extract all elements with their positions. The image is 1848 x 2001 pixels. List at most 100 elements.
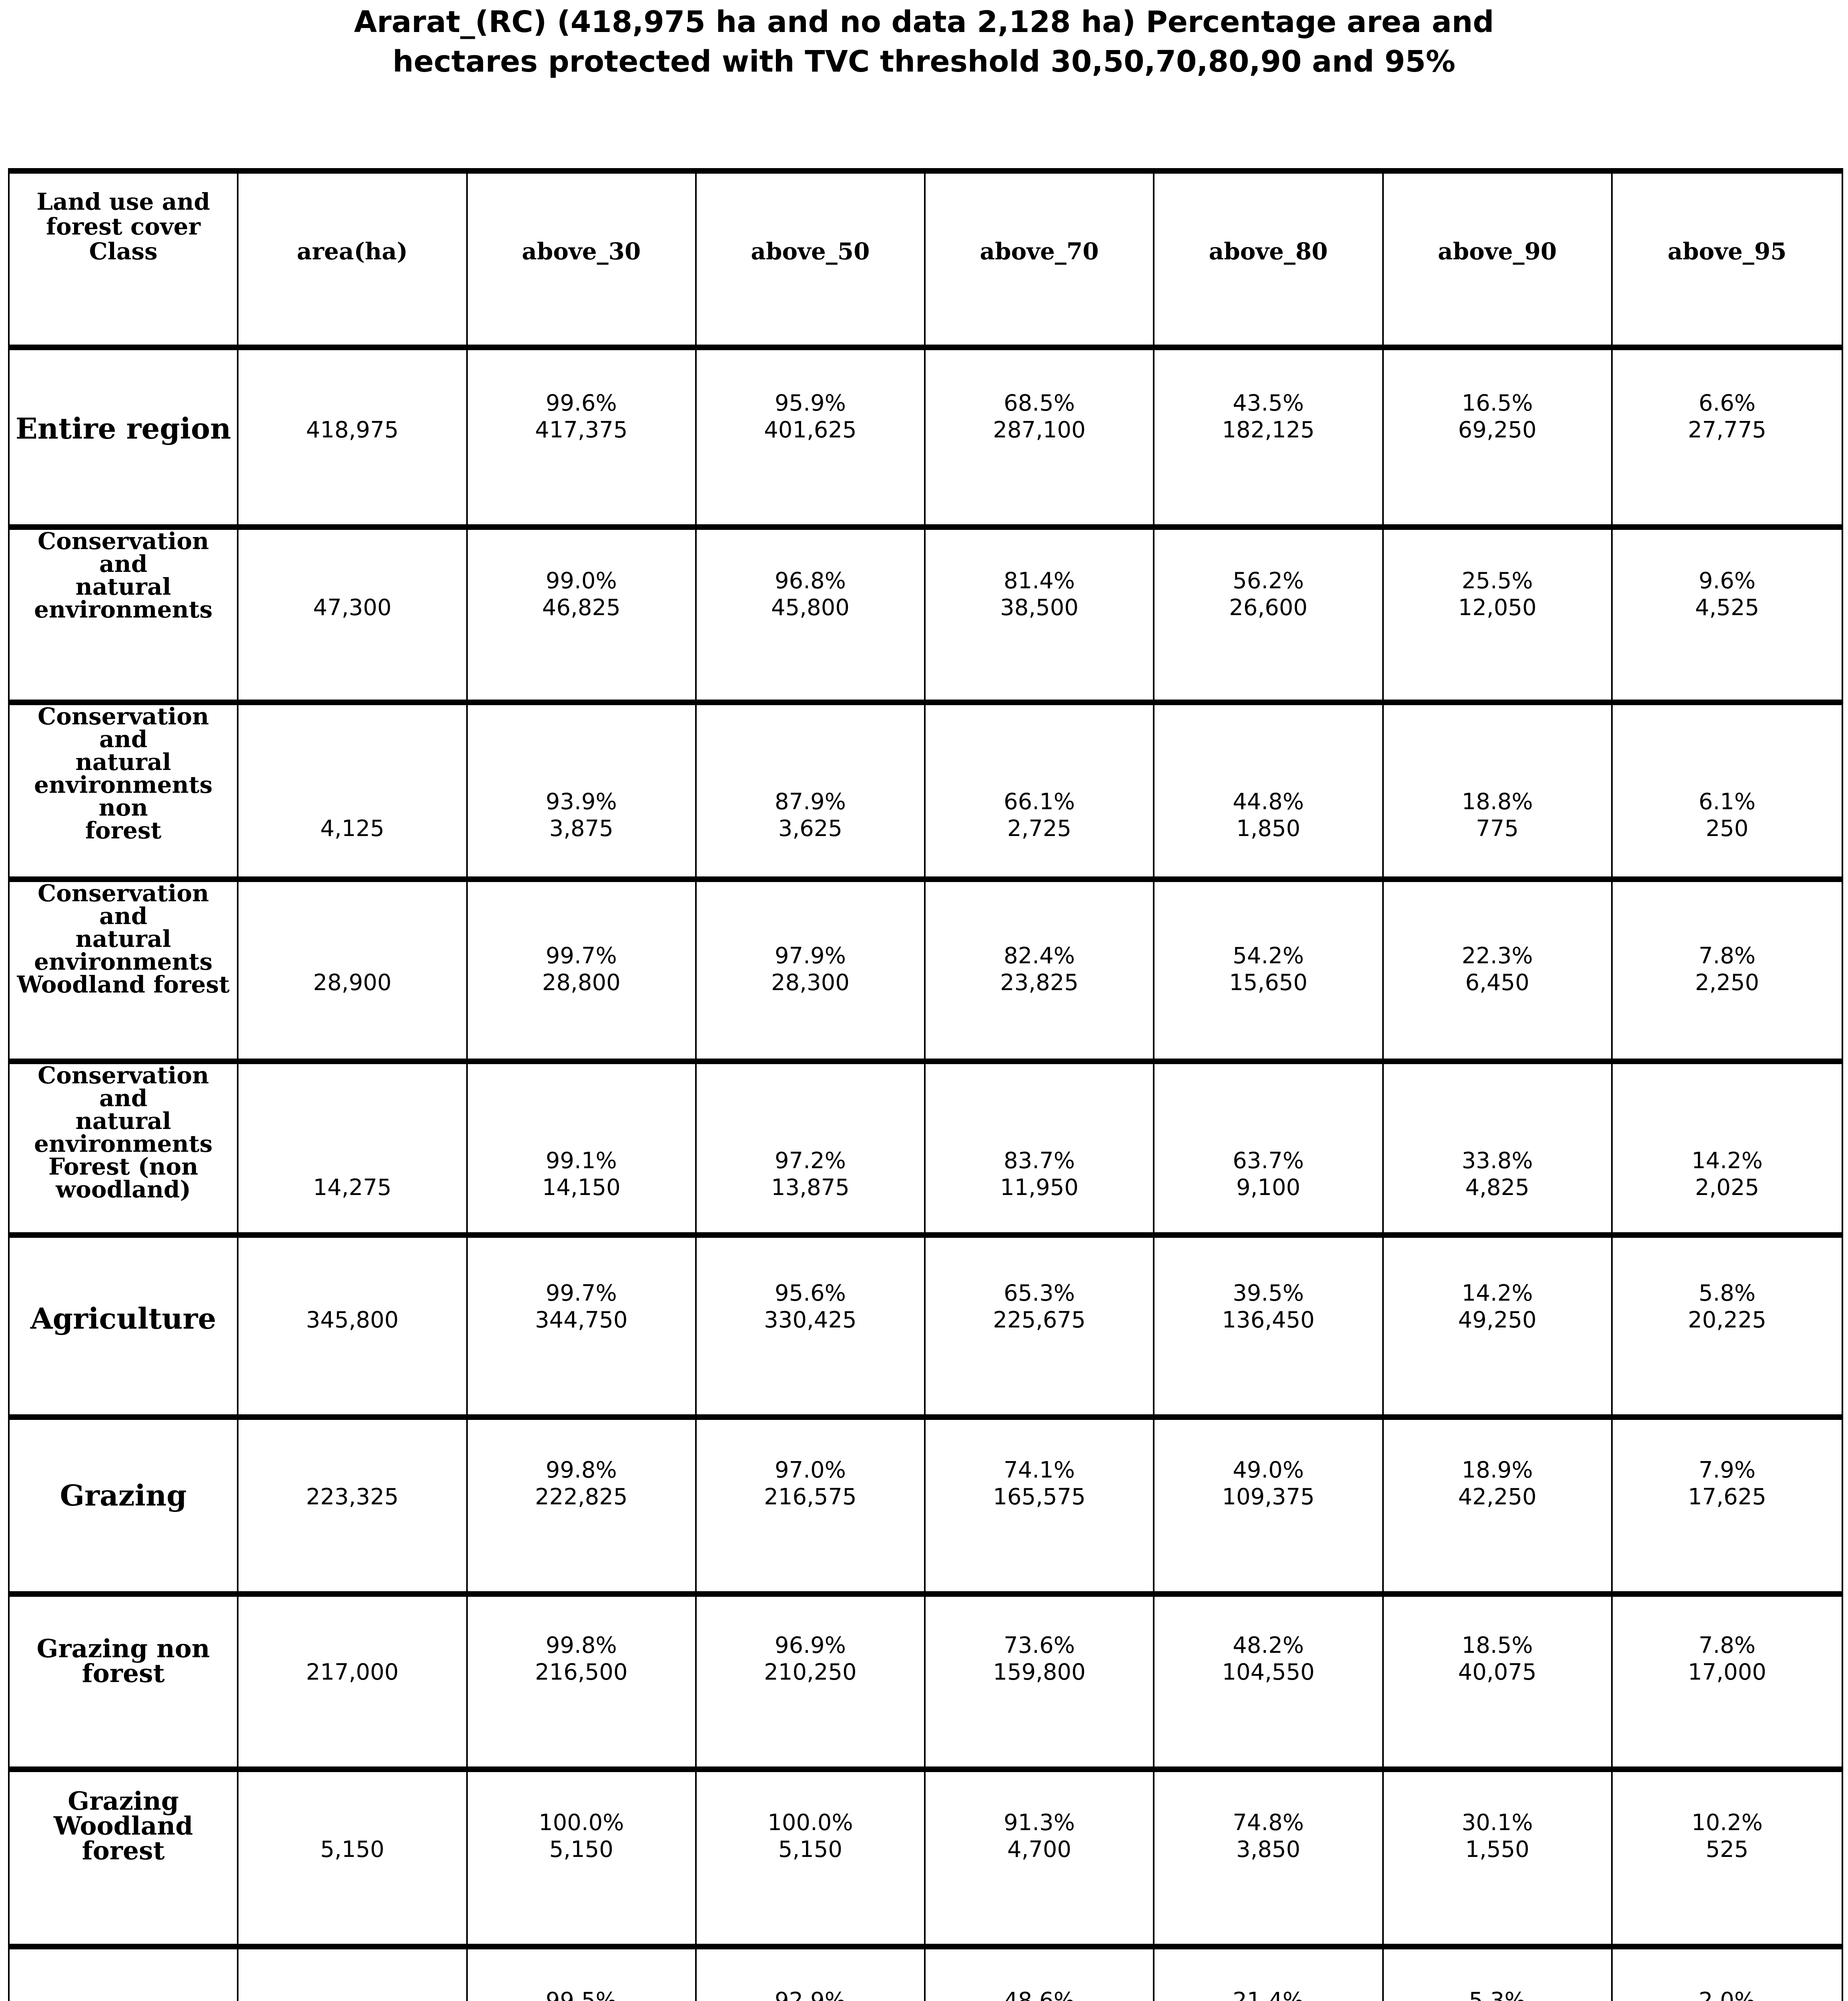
area-value: 418,975 [306, 417, 399, 443]
hectares-value: 1,850 [1236, 816, 1301, 842]
percent-value: 92.9% [774, 1988, 846, 2001]
percent-value: 87.9% [774, 789, 846, 815]
threshold-cell-above-30: 99.7% 344,750 [468, 1238, 697, 1414]
threshold-cell-above-30: 99.1% 14,150 [468, 1064, 697, 1282]
row-label-line: Agriculture [30, 1301, 216, 1335]
threshold-cell-above-80: 39.5% 136,450 [1154, 1238, 1384, 1414]
table-row: Agriculture 345,800 99.7% 344,750 95.6% 330,4… [10, 1238, 1842, 1420]
hectares-value: 344,750 [535, 1307, 628, 1333]
row-label-line: forest [85, 817, 162, 844]
hectares-value: 225,675 [993, 1307, 1086, 1333]
threshold-cell-above-95: 10.2% 525 [1613, 1772, 1842, 1944]
hectares-value: 2,025 [1695, 1175, 1760, 1201]
area-ha-cell: 418,975 [239, 350, 468, 524]
threshold-cell-above-90: 5.3%6,425 [1384, 1949, 1613, 2001]
land-use-class-cell: Grazing non forest [10, 1597, 239, 1766]
land-use-class-cell: Cropping [10, 1949, 239, 2001]
percent-value: 74.1% [1004, 1457, 1075, 1483]
percent-value: 5.3% [1469, 1988, 1526, 2001]
hectares-value: 2,250 [1695, 970, 1760, 996]
row-label-line: Grazing [60, 1478, 187, 1512]
percent-value: 100.0% [768, 1810, 853, 1836]
threshold-cell-above-90: 30.1% 1,550 [1384, 1772, 1613, 1944]
percent-value: 10.2% [1691, 1810, 1763, 1836]
percent-value: 18.8% [1461, 789, 1533, 815]
hectares-value: 3,875 [549, 816, 613, 842]
data-table: Land use and forest cover Class area(ha) abo… [8, 168, 1843, 2001]
area-ha-cell: 47,300 [239, 530, 468, 702]
row-label-line: natural [75, 1107, 171, 1135]
threshold-cell-above-95: 7.8% 2,250 [1613, 882, 1842, 1077]
threshold-cell-above-70: 82.4% 23,825 [926, 882, 1155, 1077]
header-cell-above-70: above_70 [926, 174, 1155, 345]
hectares-value: 216,575 [764, 1484, 857, 1510]
hectares-value: 3,850 [1236, 1837, 1301, 1863]
table-row: Conservation and natural environments Fores… [10, 1062, 1842, 1282]
hectares-value: 4,825 [1465, 1175, 1529, 1201]
area-ha-cell: 28,900 [239, 882, 468, 1077]
hectares-value: 15,650 [1229, 970, 1308, 996]
row-label-line: Conservation and [38, 1062, 209, 1112]
percent-value: 68.5% [1004, 390, 1075, 416]
hectares-value: 287,100 [993, 417, 1086, 443]
hectares-value: 165,575 [993, 1484, 1086, 1510]
table-row: Grazing non forest 217,000 99.8% 216,500 96.9… [10, 1597, 1842, 1772]
threshold-cell-above-80: 54.2% 15,650 [1154, 882, 1384, 1077]
hectares-value: 417,375 [535, 417, 628, 443]
percent-value: 16.5% [1461, 390, 1533, 416]
percent-value: 18.5% [1461, 1632, 1533, 1658]
percent-value: 2.0% [1698, 1988, 1756, 2001]
table-header-row: Land use and forest cover Class area(ha) abo… [10, 174, 1842, 350]
percent-value: 54.2% [1233, 943, 1304, 969]
hectares-value: 250 [1706, 816, 1749, 842]
percent-value: 44.8% [1233, 789, 1304, 815]
hectares-value: 1,550 [1465, 1837, 1529, 1863]
threshold-cell-above-30: 99.7% 28,800 [468, 882, 697, 1077]
area-ha-cell: 345,800 [239, 1238, 468, 1414]
hectares-value: 13,875 [771, 1175, 850, 1201]
threshold-cell-above-90: 18.9% 42,250 [1384, 1420, 1613, 1591]
row-label-line: environments non [34, 771, 213, 821]
percent-value: 96.9% [774, 1632, 846, 1658]
area-ha-cell: 217,000 [239, 1597, 468, 1766]
page-title-line-1: Ararat_(RC) (418,975 ha and no data 2,12… [354, 5, 1494, 39]
percent-value: 30.1% [1461, 1810, 1533, 1836]
hectares-value: 216,500 [535, 1659, 628, 1685]
threshold-cell-above-70: 74.1% 165,575 [926, 1420, 1155, 1591]
row-label-line: forest [82, 1836, 165, 1865]
hectares-value: 222,825 [535, 1484, 628, 1510]
area-ha-cell: 223,325 [239, 1420, 468, 1591]
threshold-cell-above-70: 48.6%58,825 [926, 1949, 1155, 2001]
percent-value: 65.3% [1004, 1280, 1075, 1306]
hectares-value: 12,050 [1458, 595, 1537, 621]
threshold-cell-above-90: 14.2% 49,250 [1384, 1238, 1613, 1414]
area-value: 223,325 [306, 1484, 399, 1510]
row-label-line: forest [82, 1658, 165, 1688]
threshold-cell-above-30: 100.0% 5,150 [468, 1772, 697, 1944]
percent-value: 43.5% [1233, 390, 1304, 416]
percent-value: 22.3% [1461, 943, 1533, 969]
percent-value: 73.6% [1004, 1632, 1075, 1658]
percent-value: 99.8% [545, 1457, 617, 1483]
land-use-class-cell: Conservation and natural environments non f… [10, 705, 239, 923]
area-ha-cell: 121,150 [239, 1949, 468, 2001]
header-cell-above-80: above_80 [1154, 174, 1384, 345]
threshold-cell-above-30: 99.6% 417,375 [468, 350, 697, 524]
threshold-cell-above-80: 63.7% 9,100 [1154, 1064, 1384, 1282]
threshold-cell-above-50: 96.8% 45,800 [697, 530, 926, 702]
row-label-line: woodland) [56, 1176, 191, 1203]
percent-value: 99.7% [545, 943, 617, 969]
percent-value: 99.8% [545, 1632, 617, 1658]
header-label: above_90 [1438, 238, 1557, 265]
table-row: Conservation and natural environments Woodl… [10, 882, 1842, 1077]
hectares-value: 14,150 [542, 1175, 621, 1201]
percent-value: 91.3% [1004, 1810, 1075, 1836]
table-row: Cropping121,15099.5%120,60092.9%112,5254… [10, 1949, 1842, 2001]
percent-value: 74.8% [1233, 1810, 1304, 1836]
percent-value: 5.8% [1698, 1280, 1756, 1306]
percent-value: 82.4% [1004, 943, 1075, 969]
row-label-line: Grazing non [36, 1634, 210, 1663]
percent-value: 21.4% [1233, 1988, 1304, 2001]
header-cell-above-50: above_50 [697, 174, 926, 345]
header-cell-land-use-class: Land use and forest cover Class [10, 174, 239, 345]
